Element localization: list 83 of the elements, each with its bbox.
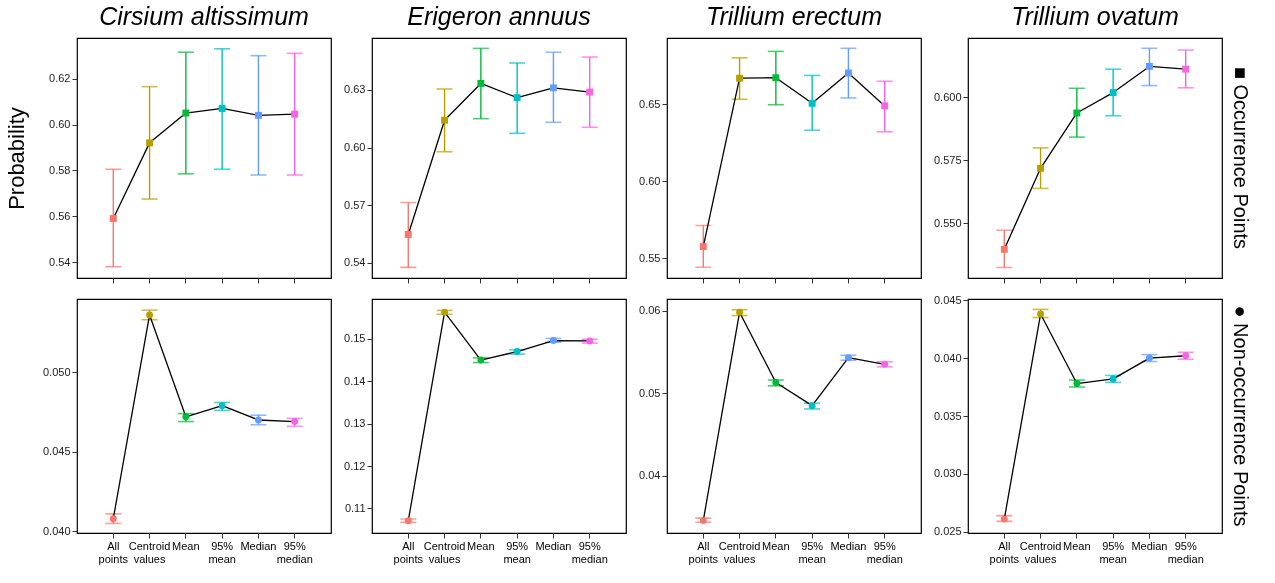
y-tick-label: 0.575 [933,153,962,166]
chart-title: Trillium ovatum [1011,2,1179,30]
x-tick-label: Median [830,539,867,552]
y-tick-label: 0.600 [933,90,962,103]
x-tick-label: All points [989,539,1020,565]
y-tick-label: 0.58 [49,163,71,176]
x-tick-label: 95% median [571,539,608,565]
x-tick-label: All points [688,539,719,565]
point [1182,65,1190,73]
y-tick-label: 0.65 [639,97,661,110]
y-tick-label: 0.040 [933,351,962,364]
x-tick-label: Centroid values [1019,539,1062,565]
y-tick-label: 0.54 [344,256,366,269]
point [1109,89,1117,97]
x-tick-label: All points [98,539,129,565]
point [146,139,154,147]
x-tick-label: Centroid values [423,539,466,565]
y-tick-label: 0.550 [933,216,962,229]
y-tick-label: 0.025 [933,525,962,538]
x-tick-label: Median [535,539,572,552]
y-tick-label: 0.045 [42,445,71,458]
y-tick-label: 0.11 [344,501,366,514]
y-tick-label: 0.60 [344,141,366,154]
x-tick-label: Mean [467,539,495,552]
chart-title: Trillium erectum [706,2,882,30]
y-tick-label: 0.045 [933,293,962,306]
y-tick-label: 0.63 [344,83,366,96]
point [291,110,299,118]
x-tick-label: 95% mean [798,539,826,565]
y-tick-label: 0.57 [344,198,366,211]
y-tick-label: 0.05 [639,386,661,399]
x-tick-label: 95% mean [1099,539,1127,565]
x-tick-label: Centroid values [128,539,171,565]
y-tick-label: 0.12 [344,459,366,472]
y-tick-label: 0.04 [639,469,661,482]
point [736,74,744,82]
y-axis-title: Probability [4,107,30,210]
x-tick-label: All points [393,539,424,565]
chart-title: Cirsium altissimum [99,2,309,30]
y-tick-label: 0.035 [933,409,962,422]
point [808,99,816,107]
y-tick-label: 0.62 [49,72,71,85]
point [404,231,412,238]
text: ■ Occurrence Points [1230,66,1252,250]
text: ● Non-occurrence Points [1230,305,1252,527]
x-tick-label: 95% median [1167,539,1204,565]
y-tick-label: 0.14 [344,374,366,387]
x-tick-label: 95% median [866,539,903,565]
point [549,84,557,92]
x-tick-label: Mean [172,539,200,552]
y-tick-label: 0.55 [639,251,661,264]
point [254,111,262,119]
point [477,79,485,87]
x-tick-label: Median [1131,539,1168,552]
point [1037,164,1045,172]
y-tick-label: 0.15 [344,332,366,345]
x-tick-label: 95% mean [208,539,236,565]
y-tick-label: 0.050 [42,365,71,378]
point [699,243,707,251]
x-tick-label: Centroid values [718,539,761,565]
y-tick-label: 0.56 [49,209,71,222]
chart-title: Erigeron annuus [407,2,591,30]
point [586,88,594,96]
point [513,94,521,102]
point [109,215,117,223]
x-tick-label: Mean [762,539,790,552]
point [772,74,780,82]
y-tick-label: 0.54 [49,255,71,268]
x-tick-label: 95% median [276,539,313,565]
y-tick-label: 0.13 [344,417,366,430]
point [881,102,889,110]
point [218,104,226,112]
y-tick-label: 0.06 [639,304,661,317]
x-tick-label: Mean [1063,539,1091,552]
point [441,116,449,124]
y-tick-label: 0.60 [49,118,71,130]
point [1000,245,1008,253]
x-tick-label: 95% mean [503,539,531,565]
x-tick-label: Median [240,539,277,552]
y-tick-label: 0.030 [933,467,962,480]
y-tick-label: 0.040 [42,524,71,537]
y-tick-label: 0.60 [639,174,661,187]
point [1145,62,1153,70]
